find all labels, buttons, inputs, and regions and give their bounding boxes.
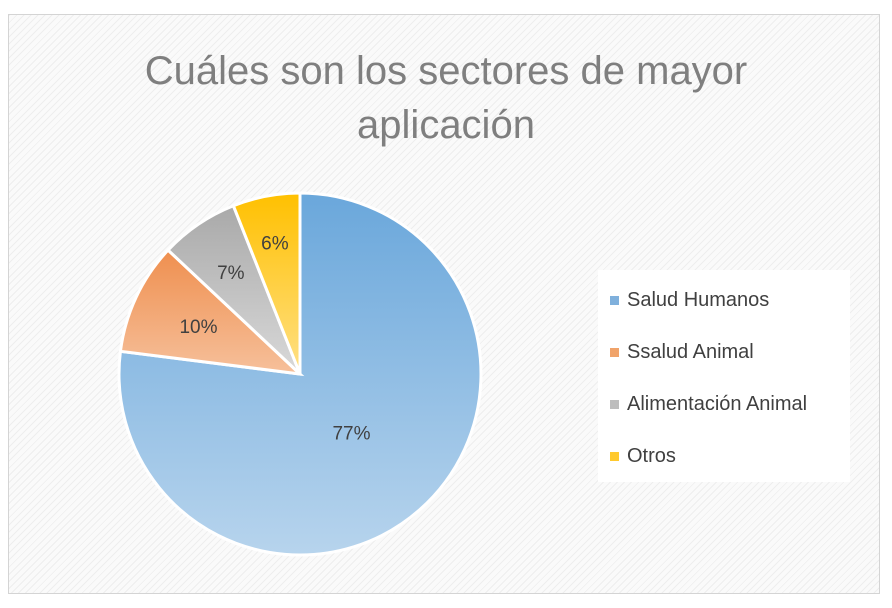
chart-title-line-1: Cuáles son los sectores de mayor bbox=[144, 49, 748, 93]
legend-swatch-ssalud-animal bbox=[610, 347, 619, 357]
legend-label-salud-humanos: Salud Humanos bbox=[627, 288, 770, 311]
data-label-ssalud-animal: 10% bbox=[179, 317, 217, 338]
chart-title: Cuáles son los sectores de mayor aplicac… bbox=[0, 44, 892, 152]
legend: Salud Humanos Ssalud Animal Alimentación… bbox=[598, 270, 850, 482]
legend-swatch-alimentacion-animal bbox=[610, 399, 619, 409]
legend-label-alimentacion-animal: Alimentación Animal bbox=[627, 392, 808, 415]
pie-slice-otros bbox=[231, 191, 302, 375]
legend-item-otros: Otros bbox=[610, 442, 676, 470]
legend-label-otros: Otros bbox=[627, 444, 676, 467]
legend-item-alimentacion-animal: Alimentación Animal bbox=[610, 390, 807, 418]
legend-swatch-otros bbox=[610, 451, 619, 461]
data-label-alimentacion-animal: 7% bbox=[217, 263, 245, 284]
legend-swatch-salud-humanos bbox=[610, 295, 619, 305]
data-label-otros: 6% bbox=[261, 233, 289, 254]
legend-item-ssalud-animal: Ssalud Animal bbox=[610, 338, 754, 366]
legend-item-salud-humanos: Salud Humanos bbox=[610, 286, 769, 314]
pie-slice-ssalud-animal bbox=[118, 247, 305, 377]
chart-title-line-2: aplicación bbox=[357, 103, 535, 147]
pie-slice-salud-humanos bbox=[117, 191, 483, 557]
data-label-salud-humanos: 77% bbox=[332, 423, 370, 444]
legend-label-ssalud-animal: Ssalud Animal bbox=[627, 340, 754, 363]
